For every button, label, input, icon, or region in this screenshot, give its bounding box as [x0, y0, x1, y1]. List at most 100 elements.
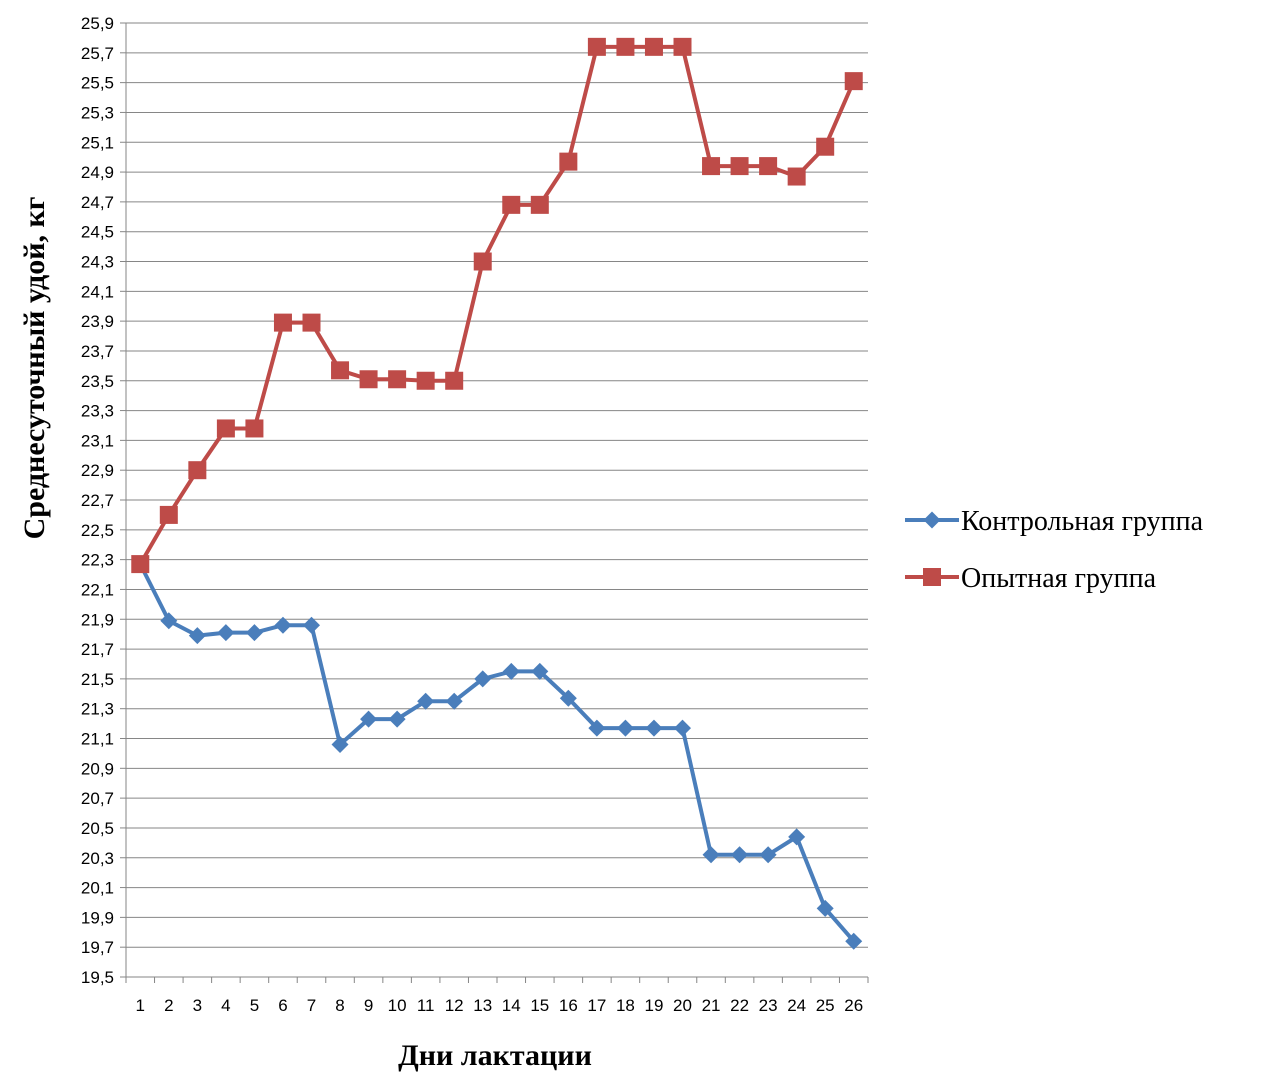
x-tick-label: 20	[673, 996, 692, 1015]
y-tick-label: 25,5	[81, 74, 114, 93]
x-tick-label: 8	[335, 996, 344, 1015]
data-point-diamond	[360, 710, 378, 728]
y-tick-label: 21,7	[81, 640, 114, 659]
y-tick-label: 20,1	[81, 879, 114, 898]
data-point-diamond	[816, 899, 834, 917]
data-point-square	[388, 370, 407, 389]
data-point-square	[331, 361, 350, 380]
y-tick-label: 19,9	[81, 908, 114, 927]
y-tick-label: 24,9	[81, 163, 114, 182]
data-point-diamond	[160, 612, 178, 630]
y-tick-label: 19,5	[81, 968, 114, 987]
y-tick-label: 21,9	[81, 610, 114, 629]
x-tick-labels: 1 2 3 4 5 6 7 8 9 10 11 12 13 14 15 16 17 18 19 20 21 22 23 24 2…	[136, 996, 864, 1015]
x-tick-label: 11	[417, 996, 435, 1015]
data-point-square	[702, 157, 721, 176]
data-point-diamond	[388, 710, 406, 728]
data-point-square	[188, 461, 207, 480]
data-point-square	[787, 167, 806, 186]
data-point-diamond	[417, 692, 435, 710]
series-line	[138, 563, 856, 943]
data-point-square	[759, 157, 778, 176]
x-tick-label: 23	[759, 996, 778, 1015]
y-tick-label: 21,5	[81, 670, 114, 689]
data-point-diamond	[645, 719, 663, 737]
data-point-diamond	[531, 662, 549, 680]
data-point-square	[923, 568, 941, 586]
y-tick-label: 24,5	[81, 223, 114, 242]
data-point-diamond	[674, 719, 691, 737]
y-tick-label: 23,9	[81, 312, 114, 331]
data-point-diamond	[559, 689, 577, 707]
x-tick-label: 1	[136, 996, 145, 1015]
x-tick-label: 19	[645, 996, 664, 1015]
data-point-square	[159, 505, 178, 524]
data-point-diamond	[331, 735, 349, 753]
series-1	[131, 555, 863, 950]
series-2	[131, 37, 863, 574]
x-tick-label: 10	[388, 996, 407, 1015]
x-tick-label: 22	[730, 996, 749, 1015]
y-tick-label: 23,7	[81, 342, 114, 361]
y-tick-label: 24,1	[81, 282, 114, 301]
y-tick-label: 22,1	[81, 580, 114, 599]
data-point-diamond	[923, 511, 941, 529]
legend-label: Опытная группа	[961, 563, 1157, 594]
y-tick-label: 20,5	[81, 819, 114, 838]
data-point-square	[673, 37, 692, 56]
y-tick-label: 19,7	[81, 938, 114, 957]
x-tick-label: 24	[787, 996, 806, 1015]
series-group	[131, 37, 863, 950]
data-point-diamond	[616, 719, 634, 737]
data-point-diamond	[759, 846, 777, 864]
x-tick-label: 2	[164, 996, 173, 1015]
x-tick-label: 25	[816, 996, 835, 1015]
x-tick-label: 4	[221, 996, 230, 1015]
y-tick-label: 25,3	[81, 103, 114, 122]
x-tick-label: 26	[844, 996, 863, 1015]
x-tick-label: 9	[364, 996, 373, 1015]
y-tick-label: 25,7	[81, 44, 114, 63]
legend-entry: Опытная группа	[905, 563, 1157, 594]
x-tick-label: 12	[445, 996, 464, 1015]
data-point-square	[473, 252, 492, 271]
y-tick-label: 23,3	[81, 402, 114, 421]
y-tick-label: 21,1	[81, 730, 114, 749]
data-point-square	[816, 137, 835, 156]
data-point-square	[587, 37, 606, 56]
data-point-square	[530, 195, 549, 214]
y-tick-label: 22,3	[81, 551, 114, 570]
data-point-square	[559, 152, 578, 171]
data-point-square	[416, 371, 435, 390]
data-point-square	[445, 371, 464, 390]
data-point-diamond	[788, 828, 806, 846]
data-point-square	[644, 37, 663, 56]
data-point-square	[302, 313, 321, 332]
x-tick-label: 14	[502, 996, 521, 1015]
y-tick-label: 25,9	[81, 14, 114, 33]
data-point-diamond	[217, 624, 235, 642]
y-tick-label: 23,1	[81, 431, 114, 450]
data-point-diamond	[188, 627, 206, 645]
data-point-square	[616, 37, 635, 56]
y-tick-label: 22,7	[81, 491, 114, 510]
y-tick-label: 24,7	[81, 193, 114, 212]
y-tick-label: 20,7	[81, 789, 114, 808]
y-axis-title: Среднесуточный удой, кг	[18, 197, 51, 540]
x-tick-label: 6	[278, 996, 287, 1015]
x-tick-label: 5	[250, 996, 259, 1015]
x-tick-label: 18	[616, 996, 635, 1015]
y-tick-label: 24,3	[81, 253, 114, 272]
data-point-diamond	[445, 692, 463, 710]
data-point-square	[502, 195, 521, 214]
data-point-diamond	[702, 846, 720, 864]
y-tick-label: 23,5	[81, 372, 114, 391]
x-tick-label: 21	[702, 996, 721, 1015]
data-point-diamond	[474, 670, 492, 688]
x-tick-label: 17	[587, 996, 606, 1015]
x-tick-label: 15	[530, 996, 549, 1015]
y-tick-label: 20,3	[81, 849, 114, 868]
data-point-square	[245, 419, 264, 438]
data-point-diamond	[303, 616, 320, 634]
